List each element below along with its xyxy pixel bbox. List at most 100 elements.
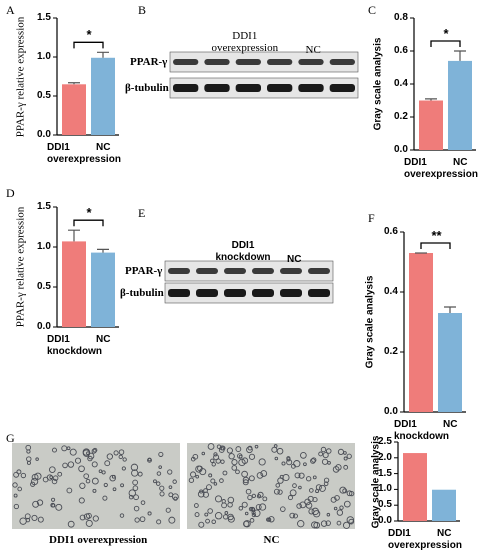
blot-band (280, 289, 302, 297)
cell (292, 483, 297, 488)
bar (91, 57, 115, 135)
cell (49, 475, 53, 480)
cell (289, 512, 296, 519)
cell (194, 512, 200, 518)
cell (241, 501, 248, 508)
y-tick-label: 0.2 (384, 346, 398, 357)
bar (448, 60, 472, 150)
bar (409, 253, 433, 412)
cell (306, 476, 312, 482)
y-tick-label: 2.0 (378, 451, 392, 463)
cell (326, 448, 332, 454)
blot-band (235, 59, 261, 65)
cell (248, 475, 255, 482)
cell (208, 473, 213, 478)
x-tick-label: NC (453, 157, 468, 168)
cell (231, 459, 238, 466)
cell (98, 469, 103, 473)
y-tick-label: 1.5 (378, 467, 392, 479)
cell (79, 514, 86, 521)
cell (26, 460, 31, 465)
blot-band (168, 268, 190, 274)
cell (248, 453, 256, 460)
cell (315, 484, 322, 491)
cell (131, 469, 139, 477)
cell (24, 513, 31, 520)
blot-band (204, 59, 230, 65)
cell (227, 515, 235, 523)
cell (256, 472, 264, 479)
panel-letter: B (138, 3, 147, 17)
cell (106, 453, 114, 460)
cell (242, 479, 249, 486)
cell (318, 451, 324, 457)
cell (48, 466, 56, 474)
cell (260, 470, 268, 477)
cell (158, 465, 162, 469)
cell (103, 482, 108, 488)
blot-strip (164, 260, 334, 282)
cell (118, 449, 125, 455)
cell (318, 484, 326, 492)
cell (37, 516, 44, 523)
cell (247, 494, 253, 501)
significance-label: ** (431, 228, 442, 243)
cell (13, 503, 20, 510)
cell (231, 465, 238, 471)
cell (55, 503, 63, 511)
cell (130, 463, 139, 472)
cell (111, 474, 116, 479)
y-axis-label: Gray scale analysis (371, 37, 383, 131)
cell (132, 485, 139, 491)
significance-bracket (420, 242, 451, 249)
blot-group-label: DDI1 overexpression (211, 30, 279, 54)
cell (226, 447, 233, 454)
cell (339, 486, 347, 494)
panel-letter: E (138, 206, 146, 220)
cell (298, 472, 305, 479)
blot-group-label: NC (305, 44, 321, 56)
cell (280, 506, 286, 512)
cell (330, 496, 337, 503)
cell (322, 452, 329, 459)
cell (298, 485, 302, 490)
cell (91, 461, 98, 468)
cell (346, 453, 352, 459)
cell (92, 515, 99, 522)
micrograph-caption: DDI1 overexpression (49, 534, 148, 546)
y-tick-label: 0.4 (394, 78, 408, 89)
cell (195, 465, 203, 473)
blot-band (196, 268, 218, 274)
significance-bracket (73, 41, 104, 49)
blot-band (308, 289, 330, 297)
cell (297, 520, 305, 528)
blot-band (329, 84, 355, 92)
cell (85, 478, 91, 484)
y-axis-label: Gray scale analysis (363, 275, 375, 369)
x-tick-label: DDI1 overexpression (404, 157, 478, 180)
y-tick-label: 0.0 (378, 515, 392, 526)
cell (158, 451, 164, 457)
cell (268, 516, 275, 523)
micrograph-caption: NC (263, 534, 280, 546)
cell (133, 494, 139, 501)
cell (159, 485, 165, 491)
cell (258, 458, 266, 466)
cell (343, 456, 348, 461)
error-bar (97, 248, 109, 253)
cell (13, 493, 18, 498)
cell (218, 447, 225, 453)
micrograph (12, 443, 180, 529)
cell (120, 483, 125, 488)
blot-band (308, 268, 330, 274)
panel-letter: A (6, 3, 15, 17)
cell (210, 458, 215, 463)
blot-row-label: β-tubulin (120, 287, 164, 299)
cell (197, 490, 205, 498)
cell (193, 503, 199, 508)
cell (104, 460, 111, 467)
y-axis-label: Gray scale analysis (369, 435, 381, 528)
cell (293, 460, 301, 468)
